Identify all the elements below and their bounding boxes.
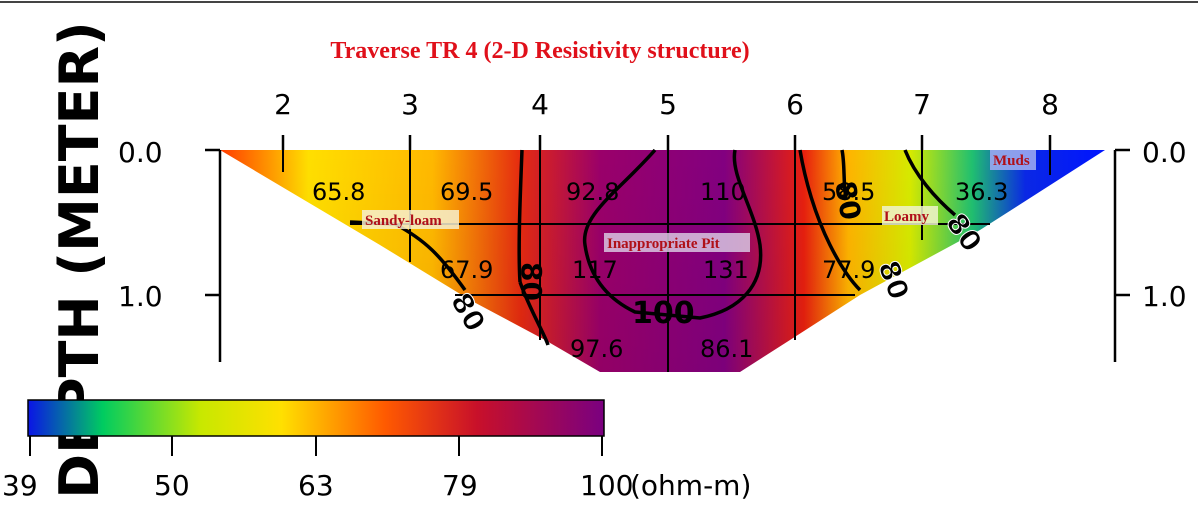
colorbar-label: 79 — [442, 469, 478, 502]
x-tick-label: 4 — [531, 88, 549, 121]
colorbar-label: 39 — [2, 469, 38, 502]
annotations: Sandy-loam Inappropriate Pit Loamy Muds — [362, 150, 1036, 252]
cell-value: 77.9 — [822, 256, 875, 284]
cell-values: 65.8 69.5 92.8 110 58.5 36.3 67.9 117 13… — [312, 178, 1008, 363]
cell-value: 58.5 — [822, 178, 875, 206]
x-tick-label: 2 — [274, 88, 292, 121]
axes — [205, 135, 1130, 362]
resistivity-section-shade — [220, 150, 1105, 372]
cell-value: 86.1 — [700, 335, 753, 363]
x-tick-labels: 2 3 4 5 6 7 8 — [274, 88, 1059, 121]
colorbar-label: 50 — [154, 469, 190, 502]
annotation-muds: Muds — [993, 153, 1030, 169]
x-tick-label: 6 — [786, 88, 804, 121]
colorbar-labels: 39 50 63 79 100 (ohm-m) — [2, 469, 751, 502]
cell-value: 131 — [703, 256, 749, 284]
x-tick-label: 7 — [913, 88, 931, 121]
chart-title: Traverse TR 4 (2-D Resistivity structure… — [330, 38, 749, 64]
y-tick-labels: 0.0 1.0 0.0 1.0 — [118, 136, 1187, 313]
cell-value: 69.5 — [440, 178, 493, 206]
y-tick-label-right: 1.0 — [1142, 280, 1187, 313]
colorbar-label: 63 — [298, 469, 334, 502]
cell-value: 117 — [572, 256, 618, 284]
x-tick-label: 3 — [401, 88, 419, 121]
cell-value: 67.9 — [440, 256, 493, 284]
contour-label: 100 — [632, 296, 695, 331]
y-tick-label-right: 0.0 — [1142, 136, 1187, 169]
annotation-inappropriate-pit: Inappropriate Pit — [607, 236, 720, 252]
colorbar-ticks — [29, 436, 603, 456]
colorbar-label: 100 — [580, 469, 633, 502]
y-tick-label-left: 1.0 — [118, 280, 163, 313]
y-tick-label-left: 0.0 — [118, 136, 163, 169]
cell-value: 97.6 — [570, 335, 623, 363]
x-tick-label: 5 — [659, 88, 677, 121]
annotation-sandy-loam: Sandy-loam — [365, 213, 442, 229]
contour-label: 80 — [515, 262, 548, 301]
cell-value: 65.8 — [312, 178, 365, 206]
cell-value: 110 — [700, 178, 746, 206]
colorbar — [27, 399, 605, 437]
colorbar-unit: (ohm-m) — [630, 469, 751, 502]
cell-value: 36.3 — [955, 178, 1008, 206]
contour-label: 80 — [828, 178, 867, 222]
x-tick-label: 8 — [1041, 88, 1059, 121]
cell-value: 92.8 — [566, 178, 619, 206]
annotation-loamy: Loamy — [884, 209, 930, 225]
